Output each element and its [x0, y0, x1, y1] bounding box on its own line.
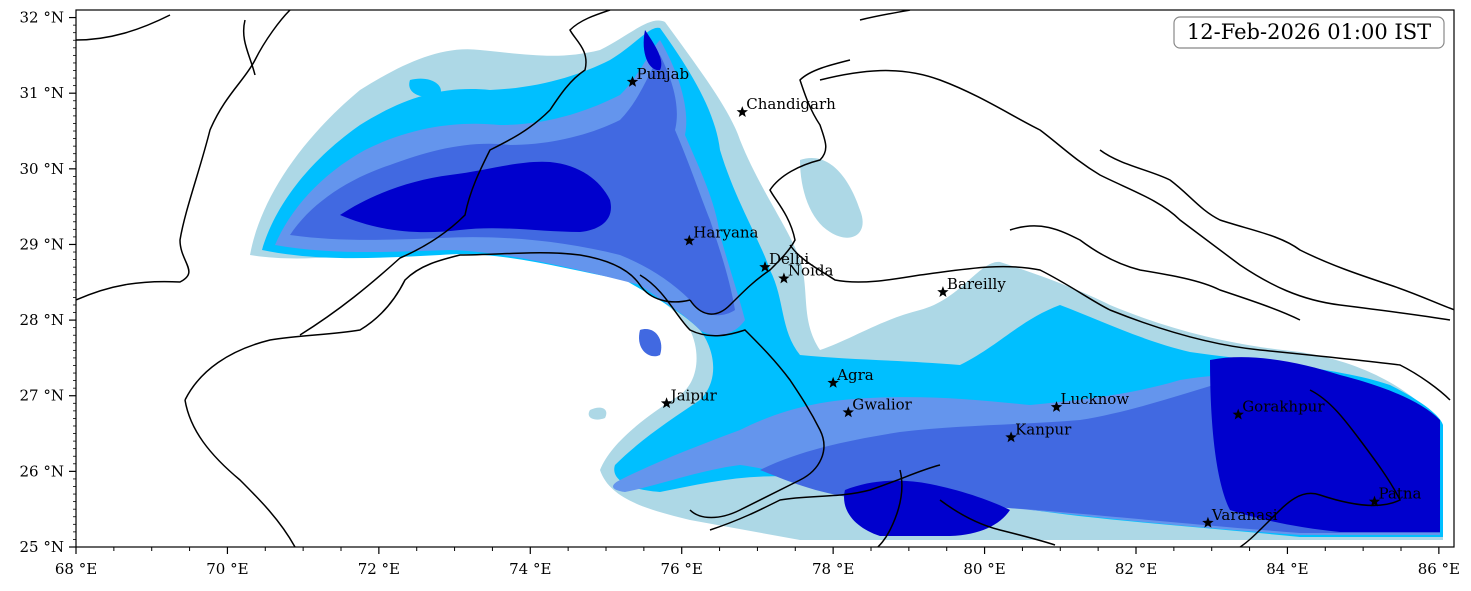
city-noida: Noida: [778, 262, 833, 284]
city-star-icon: [842, 406, 854, 418]
timestamp-text: 12-Feb-2026 01:00 IST: [1187, 20, 1431, 44]
city-haryana: Haryana: [683, 224, 759, 246]
rainfall-layers: [250, 20, 1443, 541]
city-label: Varanasi: [1211, 506, 1278, 524]
timestamp-box: 12-Feb-2026 01:00 IST: [1173, 16, 1445, 49]
city-star-icon: [1005, 431, 1017, 443]
city-star-icon: [759, 261, 771, 273]
city-label: Lucknow: [1061, 390, 1130, 408]
x-tick-label: 76 °E: [661, 560, 703, 578]
y-tick-label: 29 °N: [20, 235, 64, 253]
city-star-icon: [827, 376, 839, 388]
city-star-icon: [778, 272, 790, 284]
city-star-icon: [1368, 495, 1381, 507]
city-star-icon: [660, 397, 673, 409]
city-label: Chandigarh: [746, 95, 836, 113]
y-tick-label: 25 °N: [20, 538, 64, 556]
rain-level-5: [340, 30, 1440, 536]
x-tick-label: 80 °E: [963, 560, 1005, 578]
city-patna: Patna: [1368, 485, 1422, 507]
plot-frame: [75, 9, 1455, 548]
x-axis: 68 °E 70 °E 72 °E 74 °E 76 °E 78 °E 80 °E 82 °E…: [55, 547, 1460, 578]
city-star-icon: [1050, 401, 1063, 412]
city-chandigarh: Chandigarh: [736, 95, 836, 117]
x-tick-label: 78 °E: [812, 560, 854, 578]
city-star-icon: [937, 286, 949, 297]
city-label: Bareilly: [947, 275, 1006, 293]
city-star-icon: [1202, 516, 1214, 528]
y-axis: 25 °N 26 °N 27 °N 28 °N 29 °N 30 °N 31 °N 32 °N: [20, 9, 76, 556]
y-tick-label: 32 °N: [20, 9, 64, 27]
city-star-icon: [736, 106, 748, 117]
city-kanpur: Kanpur: [1005, 420, 1072, 443]
city-jaipur: Jaipur: [660, 386, 718, 409]
city-label: Gorakhpur: [1242, 398, 1325, 416]
y-tick-label: 26 °N: [20, 462, 64, 480]
x-tick-label: 70 °E: [206, 560, 248, 578]
x-tick-label: 74 °E: [509, 560, 551, 578]
city-label: Patna: [1379, 485, 1422, 503]
x-tick-label: 82 °E: [1115, 560, 1157, 578]
country-state-borders: [76, 10, 1454, 547]
city-label: Punjab: [637, 65, 690, 83]
city-label: Jaipur: [669, 386, 718, 404]
city-gorakhpur: Gorakhpur: [1232, 398, 1325, 420]
city-label: Kanpur: [1015, 420, 1072, 438]
city-delhi: Delhi: [759, 250, 809, 273]
x-tick-label: 68 °E: [55, 560, 97, 578]
x-tick-label: 84 °E: [1266, 560, 1308, 578]
city-agra: Agra: [827, 366, 874, 388]
x-tick-label: 72 °E: [358, 560, 400, 578]
city-bareilly: Bareilly: [937, 275, 1006, 297]
city-punjab: Punjab: [626, 65, 690, 87]
city-label: Gwalior: [852, 395, 912, 413]
city-lucknow: Lucknow: [1050, 390, 1130, 412]
city-label: Delhi: [769, 250, 809, 268]
city-gwalior: Gwalior: [842, 395, 913, 418]
y-tick-label: 28 °N: [20, 311, 64, 329]
city-label: Agra: [836, 366, 874, 384]
y-tick-label: 30 °N: [20, 160, 64, 178]
city-varanasi: Varanasi: [1202, 506, 1278, 528]
x-tick-label: 86 °E: [1418, 560, 1460, 578]
city-star-icon: [626, 75, 639, 87]
y-tick-label: 31 °N: [20, 84, 64, 102]
city-star-icon: [683, 234, 695, 246]
y-tick-label: 27 °N: [20, 387, 64, 405]
city-label: Noida: [788, 262, 834, 280]
city-label: Haryana: [693, 224, 758, 242]
city-star-icon: [1232, 408, 1244, 420]
